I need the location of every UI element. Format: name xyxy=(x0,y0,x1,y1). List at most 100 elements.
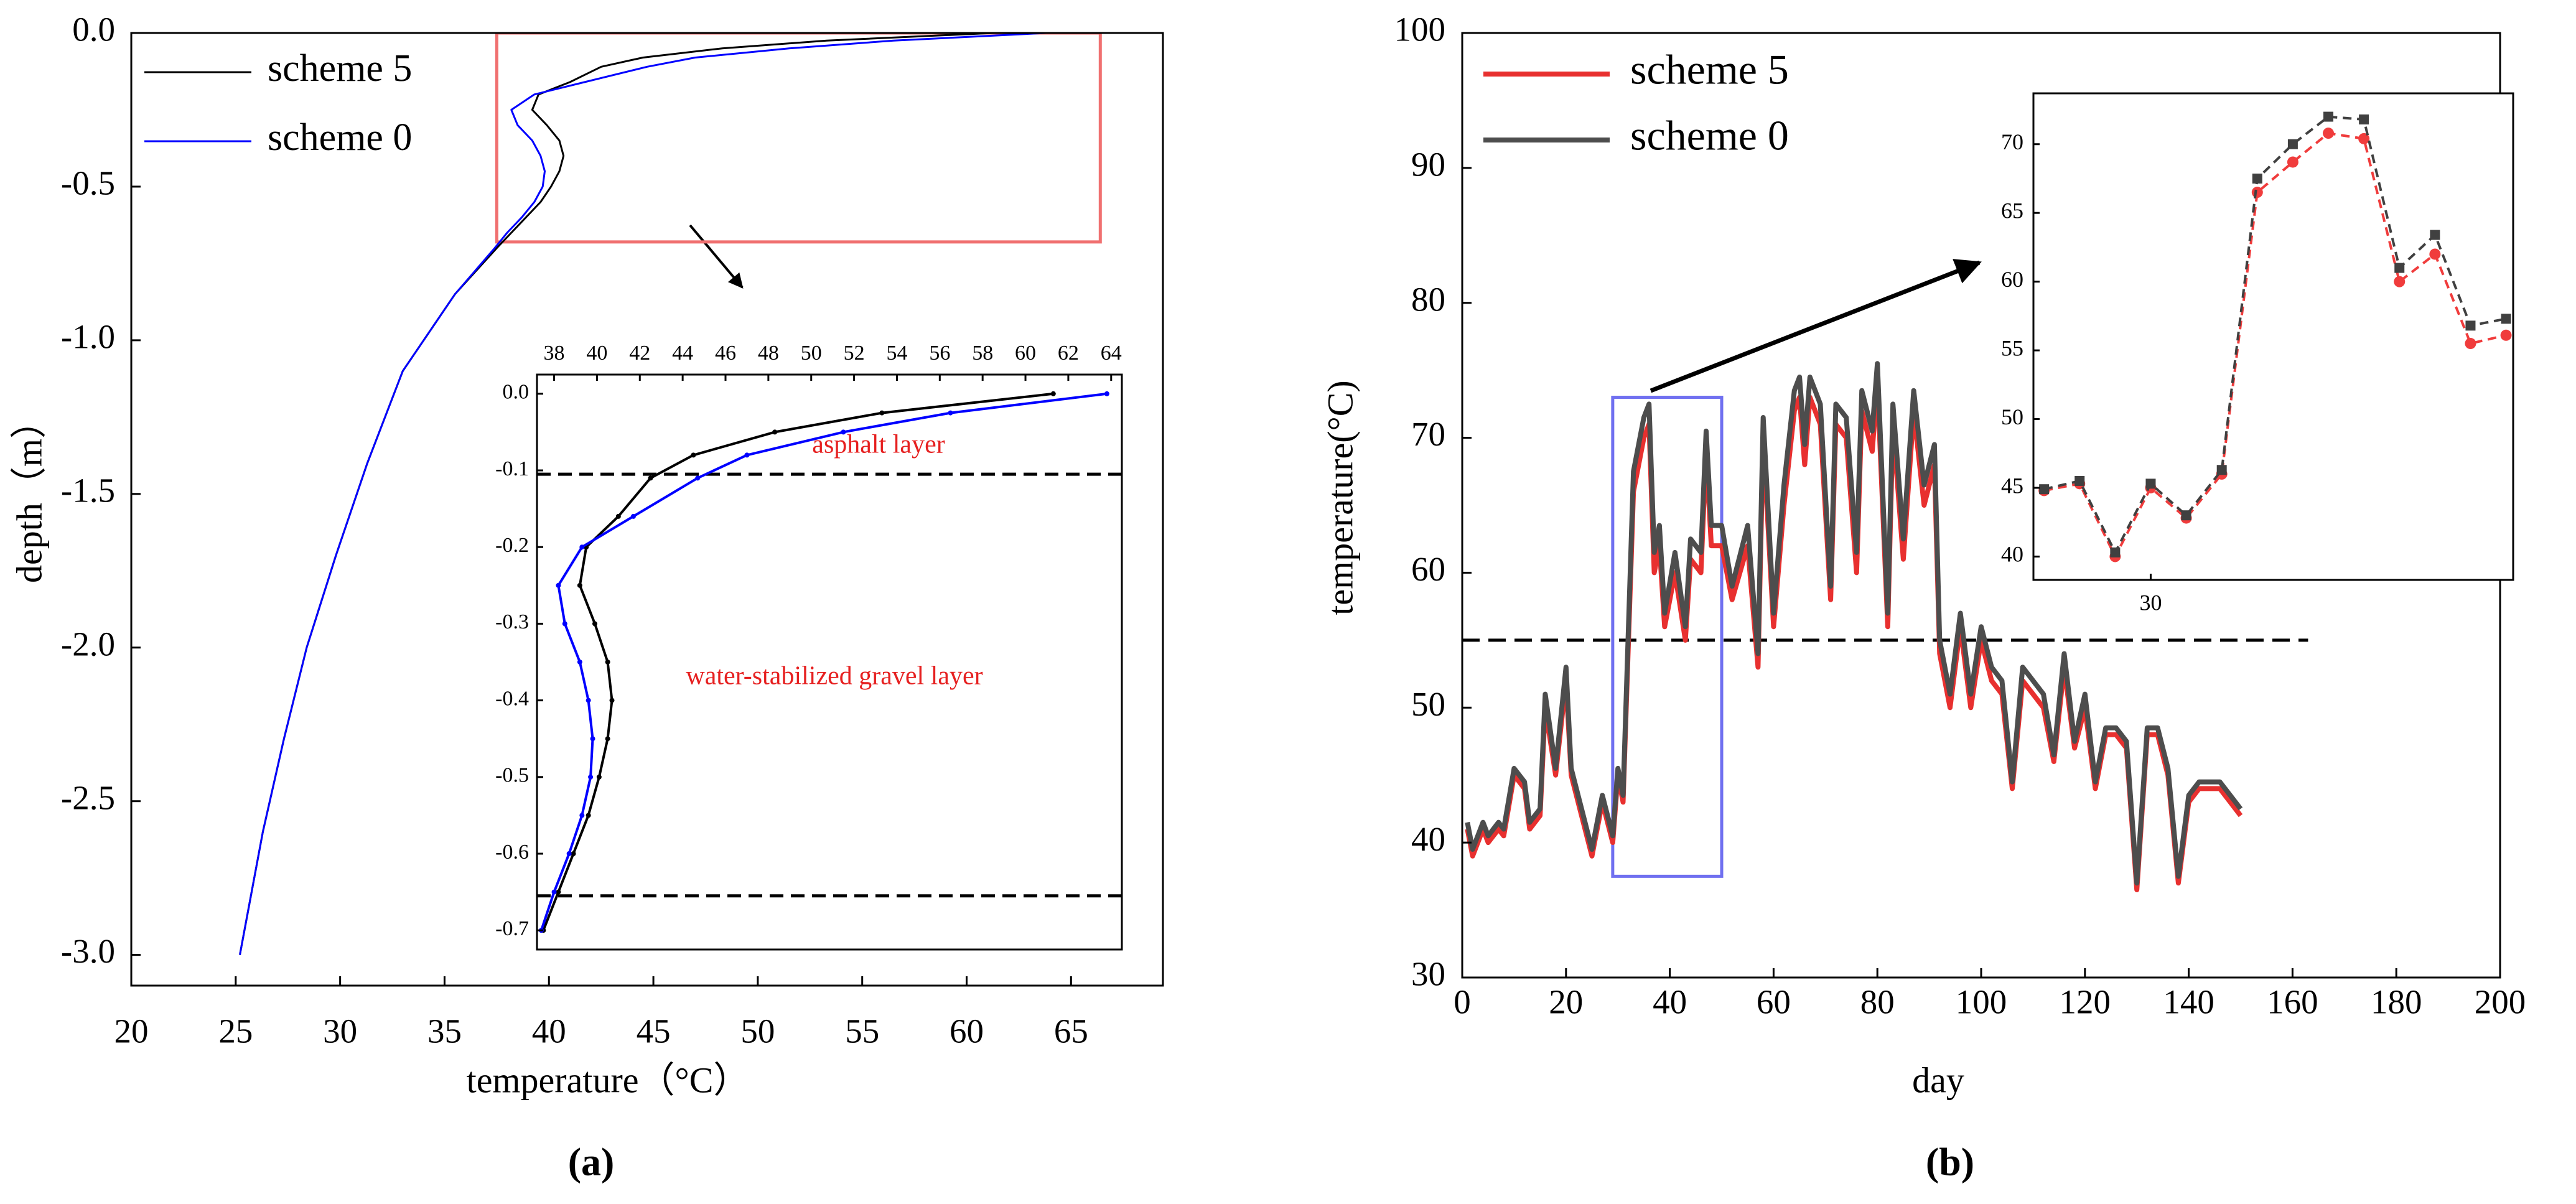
y-tick-label: 0.0 xyxy=(503,381,530,404)
marker xyxy=(551,889,557,895)
y-tick-label: 40 xyxy=(2001,542,2023,567)
y-tick-label: 45 xyxy=(2001,473,2023,498)
marker xyxy=(592,621,597,627)
x-tick-label: 100 xyxy=(1956,983,2007,1021)
marker xyxy=(586,813,591,818)
y-tick-label: 70 xyxy=(2001,129,2023,154)
marker xyxy=(562,621,567,627)
caption: (b) xyxy=(1926,1140,1974,1184)
marker xyxy=(948,410,953,416)
x-tick-label: 52 xyxy=(844,342,865,365)
x-tick-label: 58 xyxy=(972,342,993,365)
marker xyxy=(744,452,750,458)
plot-frame xyxy=(536,373,1123,951)
y-tick-label: -0.5 xyxy=(495,764,529,787)
marker xyxy=(2110,547,2121,558)
marker xyxy=(772,429,778,435)
y-tick-label: -2.5 xyxy=(61,778,115,816)
legend-label: scheme 5 xyxy=(1630,46,1789,93)
y-tick-label: 50 xyxy=(2001,404,2023,429)
x-tick-label: 20 xyxy=(114,1012,149,1050)
marker xyxy=(2501,314,2511,324)
marker xyxy=(556,582,561,588)
series-line xyxy=(2043,132,2507,558)
marker xyxy=(2500,329,2512,341)
x-tick-label: 55 xyxy=(845,1012,879,1050)
x-tick-label: 140 xyxy=(2163,983,2214,1021)
marker xyxy=(2465,338,2476,350)
marker xyxy=(2039,484,2050,495)
marker xyxy=(605,660,610,665)
x-tick-label: 20 xyxy=(1549,983,1583,1021)
zoom-arrow xyxy=(1650,259,1982,393)
marker xyxy=(2430,230,2440,240)
marker xyxy=(579,544,585,550)
marker xyxy=(2394,263,2405,273)
y-tick-label: 90 xyxy=(1411,145,1445,183)
y-tick-label: -3.0 xyxy=(61,932,115,970)
inset-background xyxy=(2033,93,2513,580)
x-tick-label: 40 xyxy=(586,342,607,365)
y-tick-label: 40 xyxy=(1411,820,1445,858)
marker xyxy=(2074,475,2085,486)
marker xyxy=(2287,139,2298,149)
marker xyxy=(2145,478,2156,489)
marker xyxy=(596,774,602,780)
marker xyxy=(695,475,701,481)
x-tick-label: 38 xyxy=(544,342,565,365)
marker xyxy=(577,660,582,665)
legend-label: scheme 0 xyxy=(268,116,412,159)
marker xyxy=(556,889,561,895)
x-tick-label: 60 xyxy=(1757,983,1791,1021)
marker xyxy=(879,410,885,416)
zoom-box xyxy=(495,33,1102,244)
marker xyxy=(2216,465,2227,475)
marker xyxy=(2429,248,2441,260)
y-tick-label: 30 xyxy=(1411,955,1445,993)
y-tick-label: 60 xyxy=(2001,267,2023,292)
plot-area xyxy=(239,33,1102,955)
x-tick-label: 180 xyxy=(2371,983,2422,1021)
marker xyxy=(691,452,696,458)
x-tick-label: 30 xyxy=(323,1012,357,1050)
zoom-arrow xyxy=(689,224,744,289)
y-tick-label: 50 xyxy=(1411,685,1445,723)
marker xyxy=(630,513,636,519)
x-tick-label: 0 xyxy=(1454,983,1471,1021)
x-tick-label: 56 xyxy=(929,342,950,365)
marker xyxy=(2181,510,2191,521)
plot-area xyxy=(1462,361,2308,892)
marker xyxy=(577,582,582,588)
x-tick-label: 25 xyxy=(218,1012,253,1050)
caption: (a) xyxy=(568,1140,615,1184)
zoom-box xyxy=(1611,396,1724,878)
x-tick-label: 60 xyxy=(950,1012,984,1050)
x-tick-label: 48 xyxy=(758,342,779,365)
y-axis-label: temperature(°C) xyxy=(1320,380,1360,615)
marker xyxy=(609,698,615,703)
marker xyxy=(566,851,572,856)
y-tick-label: -1.5 xyxy=(61,471,115,509)
marker xyxy=(615,513,621,519)
y-tick-label: 55 xyxy=(2001,335,2023,360)
plot-area xyxy=(2038,111,2512,562)
y-tick-label: -1.0 xyxy=(61,317,115,355)
y-tick-label: 100 xyxy=(1394,11,1446,49)
y-tick-label: 60 xyxy=(1411,550,1445,588)
y-tick-label: 80 xyxy=(1411,280,1445,318)
x-axis-label: temperature（°C） xyxy=(467,1060,750,1100)
marker xyxy=(2323,111,2334,122)
x-tick-label: 160 xyxy=(2267,983,2318,1021)
marker xyxy=(2394,276,2406,287)
y-tick-label: -2.0 xyxy=(61,625,115,663)
legend-label: scheme 5 xyxy=(268,47,412,90)
x-tick-label: 44 xyxy=(672,342,693,365)
marker xyxy=(590,736,595,742)
plot-frame xyxy=(2032,92,2514,581)
y-tick-label: -0.6 xyxy=(495,841,529,864)
x-tick-label: 50 xyxy=(801,342,822,365)
marker xyxy=(2252,173,2262,184)
plot-area xyxy=(537,391,1122,933)
plot-frame xyxy=(130,32,1164,987)
x-axis-label: day xyxy=(1912,1060,1964,1100)
